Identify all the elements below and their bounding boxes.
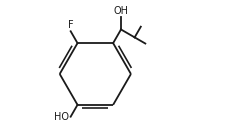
Text: OH: OH: [114, 6, 128, 16]
Text: HO: HO: [54, 112, 69, 122]
Text: F: F: [68, 20, 74, 30]
